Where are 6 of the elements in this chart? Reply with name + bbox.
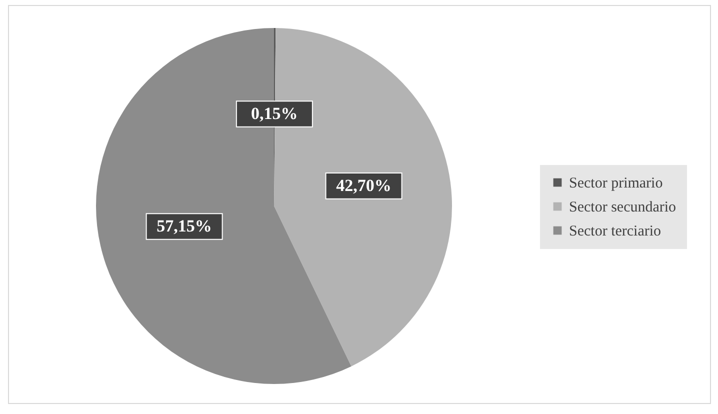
data-label: 0,15%: [251, 104, 298, 123]
data-label: 57,15%: [156, 216, 212, 236]
data-label: 42,70%: [336, 176, 392, 195]
legend-label: Sector secundario: [569, 200, 676, 216]
legend-label: Sector primario: [569, 176, 663, 192]
legend-label: Sector terciario: [569, 224, 662, 240]
